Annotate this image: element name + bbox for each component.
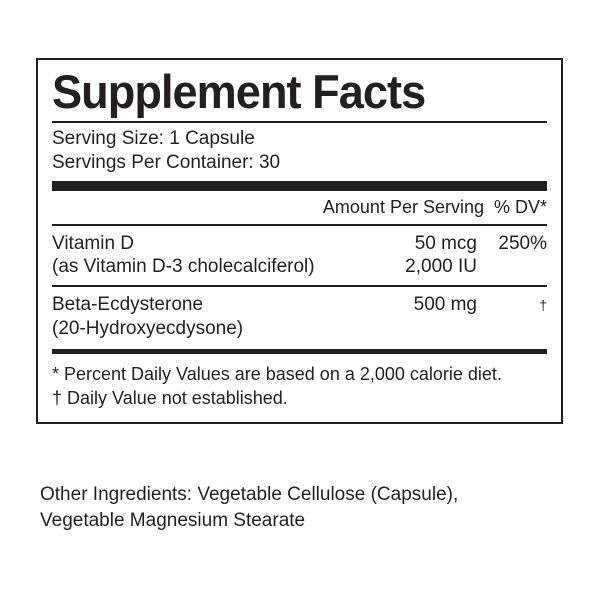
other-line1: Other Ingredients: Vegetable Cellulose (… (40, 482, 560, 508)
ingredient-subtext: (as Vitamin D-3 cholecalciferol) (52, 255, 367, 279)
supplement-facts-panel: Supplement Facts Serving Size: 1 Capsule… (36, 58, 563, 424)
ingredient-dv: 250% (477, 232, 547, 256)
ingredient-name: Vitamin D (as Vitamin D-3 cholecalcifero… (52, 232, 367, 280)
footnotes: * Percent Daily Values are based on a 2,… (52, 358, 547, 413)
amount-line2: 2,000 IU (405, 256, 477, 277)
ingredient-name-text: Beta-Ecdysterone (52, 294, 203, 315)
amount-line1: 50 mcg (415, 233, 477, 254)
rule-between-rows (52, 285, 547, 287)
ingredient-name: Beta-Ecdysterone (20-Hydroxyecdysone) (52, 293, 367, 341)
ingredient-amount: 500 mg (367, 293, 477, 317)
ingredient-amount: 50 mcg 2,000 IU (367, 232, 477, 280)
rule-under-title (52, 121, 547, 123)
ingredient-row: Vitamin D (as Vitamin D-3 cholecalcifero… (52, 228, 547, 284)
amount-line1: 500 mg (414, 294, 477, 315)
other-ingredients: Other Ingredients: Vegetable Cellulose (… (40, 482, 560, 533)
column-header: Amount Per Serving % DV* (52, 195, 547, 222)
servings-per-container: Servings Per Container: 30 (52, 151, 547, 175)
panel-title: Supplement Facts (52, 68, 527, 115)
footnote-dagger: † Daily Value not established. (52, 386, 547, 410)
rule-thick-top (52, 181, 547, 191)
rule-under-header (52, 224, 547, 226)
rule-med-bottom (52, 349, 547, 354)
dv-dagger: † (539, 297, 547, 313)
header-amount: Amount Per Serving (323, 197, 484, 218)
ingredient-name-text: Vitamin D (52, 233, 134, 254)
other-line2: Vegetable Magnesium Stearate (40, 508, 560, 534)
ingredient-subtext: (20-Hydroxyecdysone) (52, 317, 367, 341)
footnote-pdv: * Percent Daily Values are based on a 2,… (52, 362, 547, 386)
serving-block: Serving Size: 1 Capsule Servings Per Con… (52, 125, 547, 177)
ingredient-row: Beta-Ecdysterone (20-Hydroxyecdysone) 50… (52, 289, 547, 345)
serving-size: Serving Size: 1 Capsule (52, 127, 547, 151)
header-dv: % DV* (494, 197, 547, 218)
ingredient-dv: † (477, 293, 547, 317)
